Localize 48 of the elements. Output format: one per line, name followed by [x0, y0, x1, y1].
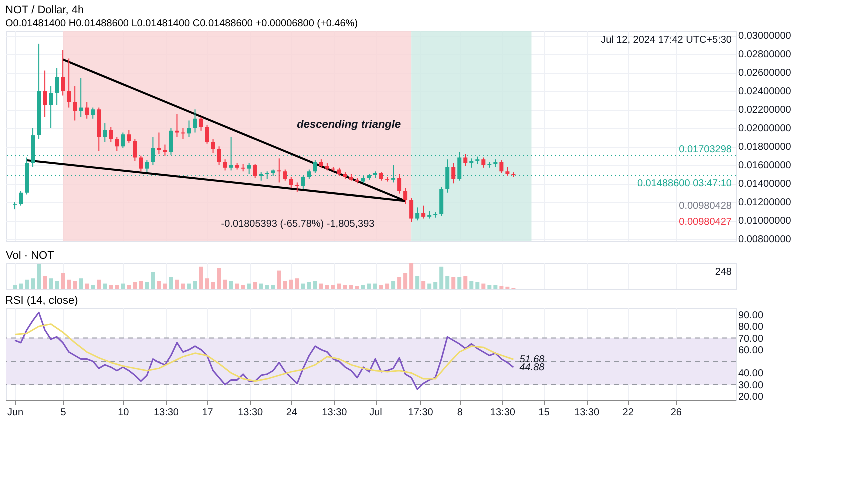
- x-tick-label: Jun: [7, 408, 24, 418]
- y-tick-label: 20.00: [738, 392, 764, 404]
- x-tick-label: Jul: [370, 408, 382, 418]
- x-tick-label: 13:30: [154, 408, 180, 418]
- y-tick-label: 90.00: [738, 310, 764, 322]
- chart-title: NOT / Dollar, 4h: [6, 4, 84, 17]
- x-tick-label: 10: [118, 408, 130, 418]
- y-tick-label: 0.03000000: [738, 31, 792, 42]
- ref-line-label: 0.01488600 03:47:10: [637, 178, 732, 190]
- y-tick-label: 0.01000000: [738, 216, 792, 228]
- y-tick-label: 0.00800000: [738, 234, 792, 246]
- x-tick-label: 17:30: [408, 408, 434, 418]
- ref-line-label: 0.01703298: [679, 144, 732, 156]
- annotation: 0.00980427: [679, 217, 732, 228]
- y-tick-label: 60.00: [738, 345, 764, 356]
- x-tick-label: 17: [202, 408, 214, 418]
- annotation: 44.88: [520, 362, 546, 374]
- annotation: 0.00980428: [679, 201, 732, 212]
- x-tick-label: 13:30: [322, 408, 348, 418]
- y-tick-label: 0.01600000: [738, 160, 792, 172]
- x-tick-label: 13:30: [490, 408, 516, 418]
- y-tick-label: 0.01200000: [738, 198, 792, 209]
- y-tick-label: 0.01800000: [738, 142, 792, 154]
- y-tick-label: 0.02000000: [738, 124, 792, 135]
- annotation: descending triangle: [297, 119, 402, 132]
- y-tick-label: 80.00: [738, 322, 764, 334]
- y-tick-label: 0.01400000: [738, 179, 792, 190]
- x-tick-label: 5: [60, 408, 67, 418]
- x-tick-label: 26: [670, 408, 682, 418]
- chart-subtitle: O0.01481400 H0.01488600 L0.01481400 C0.01488600 +0.00006800 (+0.46%): [6, 18, 358, 30]
- y-tick-label: 30.00: [738, 380, 764, 392]
- x-tick-label: 8: [457, 408, 464, 418]
- x-tick-label: 24: [286, 408, 298, 418]
- y-tick-label: 0.02200000: [738, 105, 792, 116]
- annotation: 248: [715, 267, 732, 278]
- chart-title: RSI (14, close): [6, 295, 78, 307]
- x-tick-label: 22: [622, 408, 634, 418]
- annotation: Jul 12, 2024 17:42 UTC+5:30: [601, 35, 732, 46]
- x-tick-label: 13:30: [574, 408, 600, 418]
- x-tick-label: 15: [538, 408, 550, 418]
- y-tick-label: 70.00: [738, 334, 764, 345]
- chart-title: Vol · NOT: [6, 250, 55, 262]
- annotation: -0.01805393 (-65.78%) -1,805,393: [221, 219, 376, 230]
- y-tick-label: 0.02400000: [738, 86, 792, 98]
- y-tick-label: 0.02800000: [738, 50, 792, 61]
- x-tick-label: 13:30: [238, 408, 264, 418]
- y-tick-label: 0.02600000: [738, 68, 792, 80]
- y-tick-label: 40.00: [738, 368, 764, 380]
